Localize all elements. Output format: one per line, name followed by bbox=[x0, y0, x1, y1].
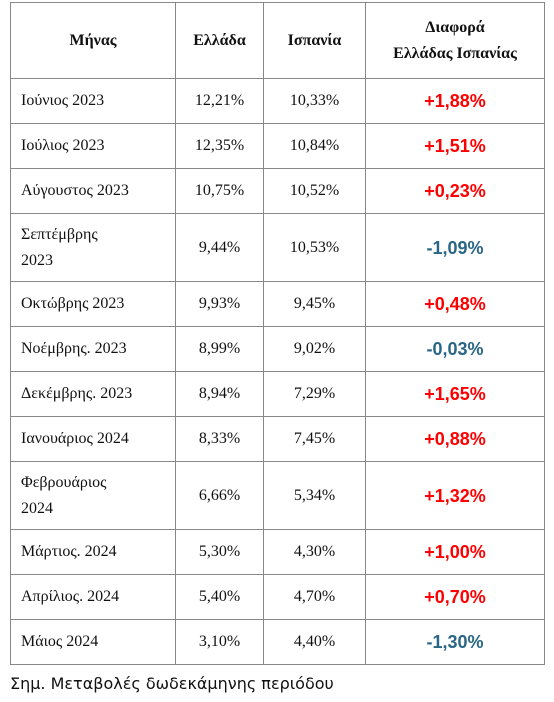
header-row: Μήνας Ελλάδα Ισπανία Διαφορά Ελλάδας Ισπ… bbox=[10, 2, 545, 79]
greece-cell: 8,33% bbox=[175, 416, 264, 462]
greece-cell: 10,75% bbox=[175, 168, 264, 214]
greece-cell: 6,66% bbox=[175, 461, 264, 530]
diff-cell: +1,32% bbox=[365, 461, 545, 530]
diff-cell: +1,51% bbox=[365, 123, 545, 169]
table-row: Ιούλιος 2023 12,35% 10,84% +1,51% bbox=[10, 123, 545, 169]
spain-cell: 9,02% bbox=[263, 326, 366, 372]
month-cell: Φεβρουάριος 2024 bbox=[10, 461, 176, 530]
diff-cell: -0,03% bbox=[365, 326, 545, 372]
month-cell: Δεκέμβρης. 2023 bbox=[10, 371, 176, 417]
spain-cell: 10,53% bbox=[263, 213, 366, 282]
greece-cell: 9,93% bbox=[175, 281, 264, 327]
data-table: Μήνας Ελλάδα Ισπανία Διαφορά Ελλάδας Ισπ… bbox=[10, 2, 545, 665]
table-row: Νοέμβρης. 2023 8,99% 9,02% -0,03% bbox=[10, 326, 545, 372]
table-row: Μάιος 2024 3,10% 4,40% -1,30% bbox=[10, 619, 545, 665]
diff-cell: +1,00% bbox=[365, 529, 545, 575]
spain-cell: 10,52% bbox=[263, 168, 366, 214]
month-cell: Ιούλιος 2023 bbox=[10, 123, 176, 169]
greece-cell: 8,99% bbox=[175, 326, 264, 372]
month-cell: Μάρτιος. 2024 bbox=[10, 529, 176, 575]
diff-cell: -1,09% bbox=[365, 213, 545, 282]
table-row: Ιούνιος 2023 12,21% 10,33% +1,88% bbox=[10, 78, 545, 124]
header-cell: Ελλάδα bbox=[175, 2, 264, 79]
greece-cell: 3,10% bbox=[175, 619, 264, 665]
month-cell: Οκτώβρης 2023 bbox=[10, 281, 176, 327]
greece-cell: 5,40% bbox=[175, 574, 264, 620]
greece-cell: 5,30% bbox=[175, 529, 264, 575]
spain-cell: 5,34% bbox=[263, 461, 366, 530]
diff-cell: +0,70% bbox=[365, 574, 545, 620]
month-cell: Νοέμβρης. 2023 bbox=[10, 326, 176, 372]
greece-cell: 9,44% bbox=[175, 213, 264, 282]
greece-cell: 12,35% bbox=[175, 123, 264, 169]
diff-cell: +0,88% bbox=[365, 416, 545, 462]
greece-cell: 12,21% bbox=[175, 78, 264, 124]
table-body: Ιούνιος 2023 12,21% 10,33% +1,88% Ιούλιος 20… bbox=[10, 78, 545, 665]
spain-cell: 10,33% bbox=[263, 78, 366, 124]
month-cell: Ιούνιος 2023 bbox=[10, 78, 176, 124]
table-row: Σεπτέμβρης 2023 9,44% 10,53% -1,09% bbox=[10, 213, 545, 282]
spain-cell: 4,30% bbox=[263, 529, 366, 575]
month-cell: Αύγουστος 2023 bbox=[10, 168, 176, 214]
month-cell: Μάιος 2024 bbox=[10, 619, 176, 665]
diff-cell: +0,48% bbox=[365, 281, 545, 327]
header-cell: Διαφορά Ελλάδας Ισπανίας bbox=[365, 2, 545, 79]
table-row: Φεβρουάριος 2024 6,66% 5,34% +1,32% bbox=[10, 461, 545, 530]
diff-cell: +1,65% bbox=[365, 371, 545, 417]
table-row: Αύγουστος 2023 10,75% 10,52% +0,23% bbox=[10, 168, 545, 214]
spain-cell: 7,45% bbox=[263, 416, 366, 462]
spain-cell: 4,70% bbox=[263, 574, 366, 620]
table-row: Οκτώβρης 2023 9,93% 9,45% +0,48% bbox=[10, 281, 545, 327]
table-row: Δεκέμβρης. 2023 8,94% 7,29% +1,65% bbox=[10, 371, 545, 417]
month-cell: Ιανουάριος 2024 bbox=[10, 416, 176, 462]
spain-cell: 9,45% bbox=[263, 281, 366, 327]
spain-cell: 10,84% bbox=[263, 123, 366, 169]
month-cell: Σεπτέμβρης 2023 bbox=[10, 213, 176, 282]
spain-cell: 7,29% bbox=[263, 371, 366, 417]
diff-cell: +1,88% bbox=[365, 78, 545, 124]
diff-cell: +0,23% bbox=[365, 168, 545, 214]
diff-cell: -1,30% bbox=[365, 619, 545, 665]
table-row: Ιανουάριος 2024 8,33% 7,45% +0,88% bbox=[10, 416, 545, 462]
header-cell: Μήνας bbox=[10, 2, 176, 79]
spain-cell: 4,40% bbox=[263, 619, 366, 665]
header-cell: Ισπανία bbox=[263, 2, 366, 79]
greece-cell: 8,94% bbox=[175, 371, 264, 417]
table-row: Μάρτιος. 2024 5,30% 4,30% +1,00% bbox=[10, 529, 545, 575]
table-row: Απρίλιος. 2024 5,40% 4,70% +0,70% bbox=[10, 574, 545, 620]
month-cell: Απρίλιος. 2024 bbox=[10, 574, 176, 620]
note: Σημ. Μεταβολές δωδεκάμηνης περιόδου bbox=[10, 674, 334, 693]
